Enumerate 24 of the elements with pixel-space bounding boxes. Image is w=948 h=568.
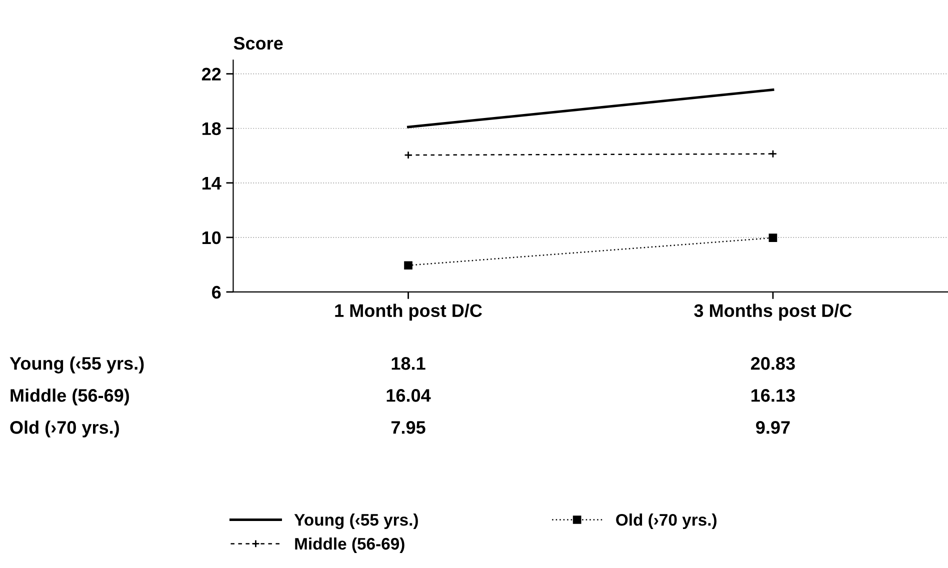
- legend-label: Young (‹55 yrs.): [294, 514, 418, 530]
- y-tick-label: 6: [212, 286, 221, 299]
- point: [404, 261, 412, 270]
- y-axis-title: Score: [234, 36, 283, 50]
- legend-label: Middle (56-69): [295, 537, 404, 553]
- y-tick-label: 22: [202, 68, 221, 80]
- data-label: 16.04: [386, 389, 431, 402]
- text: Old (›70 yrs.): [10, 420, 119, 438]
- point: [768, 150, 778, 158]
- text: Young (‹55 yrs.): [10, 356, 144, 374]
- y-tick-label: 10: [202, 231, 221, 244]
- data-label: 18.1: [392, 357, 426, 370]
- text: Middle (56-69): [10, 388, 129, 406]
- y-tick-label: 18: [202, 122, 221, 136]
- y-tick-label: 14: [202, 177, 222, 190]
- x-tick-label: 3 Months post D/C: [694, 304, 852, 321]
- legend-label: Old (›70 yrs.): [616, 514, 716, 530]
- point: [404, 150, 412, 160]
- data-label: 7.95: [391, 421, 426, 434]
- data-label: 9.97: [756, 421, 790, 434]
- data-label: 16.13: [751, 389, 795, 402]
- point: [768, 234, 778, 242]
- data-label: 20.83: [750, 357, 795, 370]
- x-tick-label: 1 Month post D/C: [335, 304, 482, 321]
